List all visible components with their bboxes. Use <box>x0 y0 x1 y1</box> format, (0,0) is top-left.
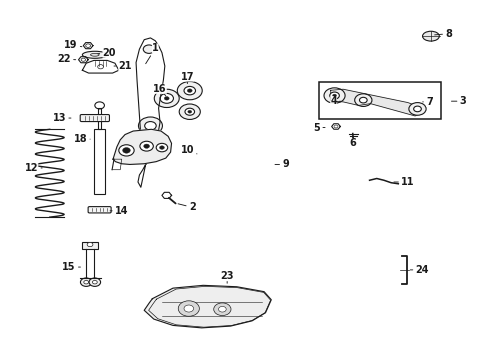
Circle shape <box>154 89 179 107</box>
Circle shape <box>119 145 134 156</box>
Circle shape <box>164 97 169 100</box>
Circle shape <box>178 301 199 316</box>
Text: 1: 1 <box>145 44 158 64</box>
Text: 20: 20 <box>97 48 116 58</box>
Circle shape <box>183 86 195 95</box>
Circle shape <box>359 97 366 103</box>
Text: 24: 24 <box>409 265 428 275</box>
Polygon shape <box>113 129 171 165</box>
Circle shape <box>218 306 226 312</box>
Text: 19: 19 <box>64 40 82 50</box>
Text: 11: 11 <box>393 177 414 187</box>
Circle shape <box>92 280 97 284</box>
Bar <box>98 108 101 129</box>
Text: 9: 9 <box>274 160 288 170</box>
Text: 10: 10 <box>180 145 197 155</box>
Circle shape <box>323 88 345 103</box>
Circle shape <box>408 102 425 115</box>
Circle shape <box>89 278 100 286</box>
Circle shape <box>144 122 156 130</box>
Circle shape <box>138 117 162 135</box>
FancyBboxPatch shape <box>88 207 111 213</box>
Text: 22: 22 <box>57 54 76 64</box>
Circle shape <box>143 45 154 54</box>
Circle shape <box>187 89 192 92</box>
Polygon shape <box>330 89 422 116</box>
Circle shape <box>87 242 93 247</box>
Circle shape <box>179 104 200 120</box>
Text: 2: 2 <box>178 202 195 212</box>
Text: 4: 4 <box>330 96 340 106</box>
Circle shape <box>183 305 193 312</box>
Circle shape <box>184 108 194 115</box>
Ellipse shape <box>91 54 99 56</box>
Text: 13: 13 <box>52 113 71 123</box>
Text: 17: 17 <box>180 72 194 84</box>
Circle shape <box>139 141 153 151</box>
Text: 7: 7 <box>422 97 432 107</box>
Text: 18: 18 <box>74 134 90 144</box>
Polygon shape <box>144 285 271 328</box>
Ellipse shape <box>422 31 439 41</box>
Circle shape <box>413 106 421 112</box>
Circle shape <box>160 94 173 103</box>
Text: 16: 16 <box>153 84 166 96</box>
Circle shape <box>156 144 167 152</box>
Text: 12: 12 <box>25 163 42 173</box>
Text: 14: 14 <box>110 206 128 216</box>
Bar <box>94 129 105 194</box>
Circle shape <box>332 94 336 97</box>
Circle shape <box>329 92 339 99</box>
Circle shape <box>187 110 191 113</box>
Circle shape <box>122 147 130 153</box>
Bar <box>82 242 97 249</box>
Text: 23: 23 <box>220 271 233 283</box>
Circle shape <box>159 146 164 149</box>
Text: 15: 15 <box>62 262 80 272</box>
Ellipse shape <box>82 51 107 58</box>
Text: 21: 21 <box>114 61 132 71</box>
Text: 8: 8 <box>434 29 451 39</box>
Text: 6: 6 <box>348 136 355 149</box>
Bar <box>318 81 440 120</box>
Circle shape <box>143 144 149 148</box>
Circle shape <box>80 278 92 286</box>
Circle shape <box>354 94 371 106</box>
Circle shape <box>177 81 202 100</box>
Text: 5: 5 <box>313 122 324 132</box>
FancyBboxPatch shape <box>80 115 109 122</box>
Circle shape <box>84 280 89 284</box>
Text: 3: 3 <box>451 96 466 106</box>
Circle shape <box>213 303 230 316</box>
